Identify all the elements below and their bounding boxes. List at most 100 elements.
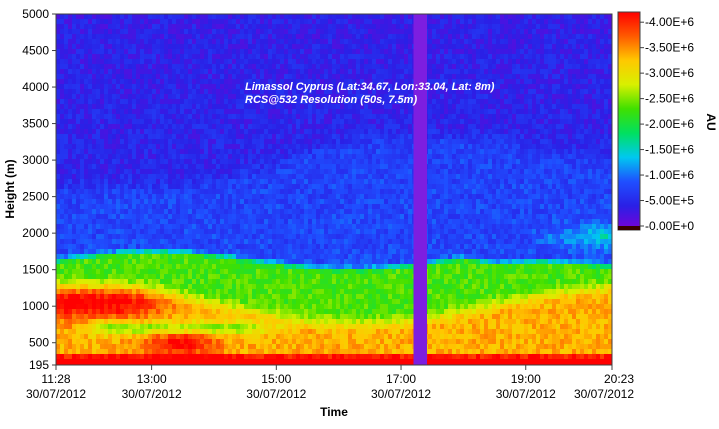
heatmap-cell: [236, 354, 241, 360]
heatmap-cell: [300, 239, 305, 245]
heatmap-cell: [172, 34, 177, 40]
heatmap-cell: [208, 354, 213, 360]
heatmap-cell: [228, 149, 233, 155]
heatmap-cell: [232, 29, 237, 35]
heatmap-cell: [260, 74, 265, 80]
heatmap-cell: [136, 39, 141, 45]
heatmap-cell: [332, 349, 337, 355]
heatmap-cell: [136, 239, 141, 245]
heatmap-cell: [72, 179, 77, 185]
heatmap-cell: [332, 204, 337, 210]
heatmap-cell: [288, 284, 293, 290]
heatmap-cell: [316, 349, 321, 355]
heatmap-cell: [160, 149, 165, 155]
heatmap-cell: [124, 49, 129, 55]
heatmap-cell: [96, 334, 101, 340]
heatmap-cell: [140, 234, 145, 240]
heatmap-cell: [188, 234, 193, 240]
heatmap-cell: [288, 109, 293, 115]
heatmap-cell: [276, 224, 281, 230]
heatmap-cell: [288, 249, 293, 255]
heatmap-cell: [56, 204, 61, 210]
heatmap-cell: [332, 259, 337, 265]
heatmap-cell: [120, 14, 125, 20]
heatmap-cell: [76, 109, 81, 115]
heatmap-cell: [164, 144, 169, 150]
heatmap-cell: [316, 14, 321, 20]
heatmap-cell: [332, 289, 337, 295]
heatmap-cell: [180, 149, 185, 155]
heatmap-cell: [292, 24, 297, 30]
heatmap-cell: [180, 99, 185, 105]
heatmap-cell: [188, 69, 193, 75]
heatmap-cell: [244, 69, 249, 75]
heatmap-cell: [116, 14, 121, 20]
heatmap-cell: [92, 39, 97, 45]
heatmap-cell: [252, 144, 257, 150]
heatmap-cell: [120, 284, 125, 290]
heatmap-cell: [308, 259, 313, 265]
heatmap-cell: [280, 199, 285, 205]
heatmap-cell: [176, 179, 181, 185]
heatmap-cell: [240, 79, 245, 85]
heatmap-cell: [64, 209, 69, 215]
heatmap-cell: [104, 234, 109, 240]
heatmap-cell: [268, 159, 273, 165]
heatmap-cell: [100, 204, 105, 210]
heatmap-cell: [100, 84, 105, 90]
heatmap-cell: [260, 249, 265, 255]
heatmap-cell: [116, 339, 121, 345]
heatmap-cell: [320, 184, 325, 190]
heatmap-cell: [68, 174, 73, 180]
heatmap-cell: [148, 264, 153, 270]
heatmap-cell: [268, 304, 273, 310]
heatmap-cell: [132, 219, 137, 225]
heatmap-cell: [152, 304, 157, 310]
heatmap-cell: [208, 289, 213, 295]
heatmap-cell: [312, 59, 317, 65]
heatmap-cell: [120, 164, 125, 170]
heatmap-cell: [92, 229, 97, 235]
heatmap-cell: [100, 79, 105, 85]
heatmap-cell: [200, 199, 205, 205]
heatmap-cell: [320, 224, 325, 230]
heatmap-cell: [280, 204, 285, 210]
heatmap-cell: [100, 309, 105, 315]
heatmap-cell: [248, 54, 253, 60]
heatmap-cell: [276, 299, 281, 305]
heatmap-cell: [84, 314, 89, 320]
heatmap-cell: [280, 49, 285, 55]
heatmap-cell: [192, 239, 197, 245]
heatmap-cell: [264, 74, 269, 80]
heatmap-cell: [104, 94, 109, 100]
heatmap-cell: [64, 19, 69, 25]
heatmap-cell: [188, 104, 193, 110]
heatmap-cell: [84, 179, 89, 185]
heatmap-cell: [276, 14, 281, 20]
heatmap-cell: [240, 194, 245, 200]
heatmap-cell: [256, 339, 261, 345]
heatmap-cell: [108, 144, 113, 150]
heatmap-cell: [68, 219, 73, 225]
heatmap-cell: [164, 314, 169, 320]
heatmap-cell: [92, 294, 97, 300]
heatmap-cell: [308, 239, 313, 245]
heatmap-cell: [168, 64, 173, 70]
heatmap-cell: [204, 24, 209, 30]
heatmap-cell: [144, 29, 149, 35]
heatmap-cell: [76, 34, 81, 40]
heatmap-cell: [284, 49, 289, 55]
heatmap-cell: [56, 19, 61, 25]
heatmap-cell: [240, 279, 245, 285]
heatmap-cell: [228, 19, 233, 25]
heatmap-cell: [148, 234, 153, 240]
heatmap-cell: [144, 299, 149, 305]
heatmap-cell: [280, 44, 285, 50]
heatmap-cell: [164, 94, 169, 100]
heatmap-cell: [324, 299, 329, 305]
heatmap-cell: [148, 209, 153, 215]
heatmap-cell: [316, 104, 321, 110]
heatmap-cell: [224, 49, 229, 55]
heatmap-cell: [140, 334, 145, 340]
heatmap-cell: [92, 79, 97, 85]
